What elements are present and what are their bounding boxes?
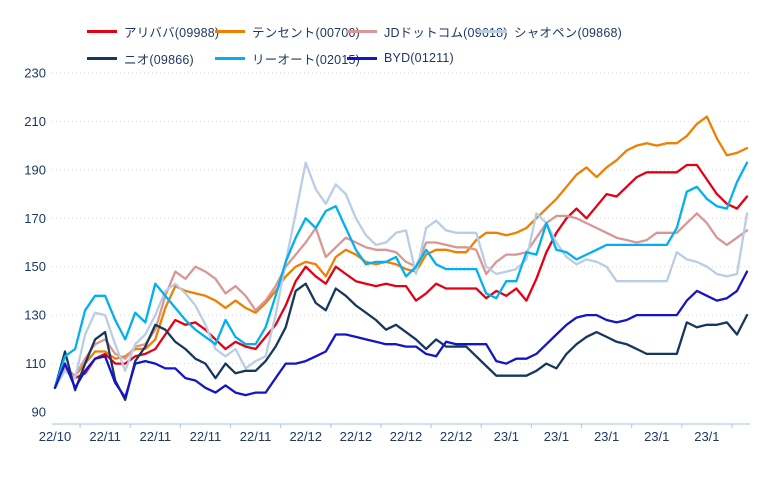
legend-swatch-icon	[347, 29, 377, 33]
series-line-5[interactable]	[53, 161, 749, 389]
x-axis-tick-label: 22/12	[289, 429, 322, 444]
x-axis-tick-label: 23/1	[544, 429, 569, 444]
x-axis-tick-label: 23/1	[494, 429, 519, 444]
legend-label: リーオート(02015)	[252, 52, 360, 67]
legend-item-2[interactable]: JDドットコム(09618)	[347, 24, 508, 40]
legend-item-1[interactable]: テンセント(00700)	[215, 24, 360, 40]
x-axis-tick-label: 23/1	[694, 429, 719, 444]
y-axis-tick-label: 230	[24, 66, 46, 81]
x-axis-tick-label: 22/11	[140, 429, 172, 444]
y-axis-tick-label: 130	[24, 308, 46, 323]
y-axis-tick-label: 90	[32, 405, 46, 420]
chart-legend: アリババ(09988) テンセント(00700) JDドットコム(09618) シャオ…	[0, 0, 758, 70]
legend-item-0[interactable]: アリババ(09988)	[87, 24, 220, 40]
y-axis-tick-label: 110	[25, 356, 46, 371]
series-line-6[interactable]	[53, 270, 749, 399]
legend-swatch-icon	[477, 29, 507, 33]
legend-swatch-icon	[87, 29, 117, 33]
x-axis-tick-label: 22/12	[440, 429, 473, 444]
series-line-1[interactable]	[53, 115, 749, 389]
x-axis-tick-label: 22/12	[390, 429, 423, 444]
x-axis-tick-label: 22/11	[190, 429, 222, 444]
series-line-4[interactable]	[53, 282, 749, 402]
legend-label: シャオペン(09868)	[514, 25, 622, 40]
legend-swatch-icon	[215, 56, 245, 60]
legend-label: テンセント(00700)	[252, 25, 360, 40]
legend-swatch-icon	[87, 56, 117, 60]
legend-item-3[interactable]: シャオペン(09868)	[477, 24, 622, 40]
legend-item-6[interactable]: BYD(01211)	[347, 51, 454, 65]
series-line-0[interactable]	[53, 163, 749, 389]
series-line-2[interactable]	[53, 212, 749, 389]
series-line-3[interactable]	[53, 161, 749, 389]
legend-swatch-icon	[347, 56, 377, 60]
x-axis-tick-label: 22/11	[89, 429, 121, 444]
y-axis-tick-label: 210	[24, 114, 46, 129]
y-axis-tick-label: 170	[24, 211, 46, 226]
legend-label: アリババ(09988)	[124, 25, 220, 40]
x-axis-tick-label: 23/1	[644, 429, 669, 444]
legend-item-5[interactable]: リーオート(02015)	[215, 51, 360, 67]
x-axis-tick-label: 22/11	[240, 429, 272, 444]
legend-label: ニオ(09866)	[124, 52, 194, 67]
legend-label: JDドットコム(09618)	[384, 25, 508, 40]
y-axis-tick-label: 150	[24, 259, 46, 274]
x-axis-tick-label: 22/12	[340, 429, 373, 444]
x-axis-tick-label: 22/10	[39, 429, 72, 444]
y-axis-tick-label: 190	[24, 162, 46, 177]
x-axis-tick-label: 23/1	[594, 429, 619, 444]
legend-item-4[interactable]: ニオ(09866)	[87, 51, 194, 67]
legend-label: BYD(01211)	[384, 51, 454, 65]
legend-swatch-icon	[215, 29, 245, 33]
